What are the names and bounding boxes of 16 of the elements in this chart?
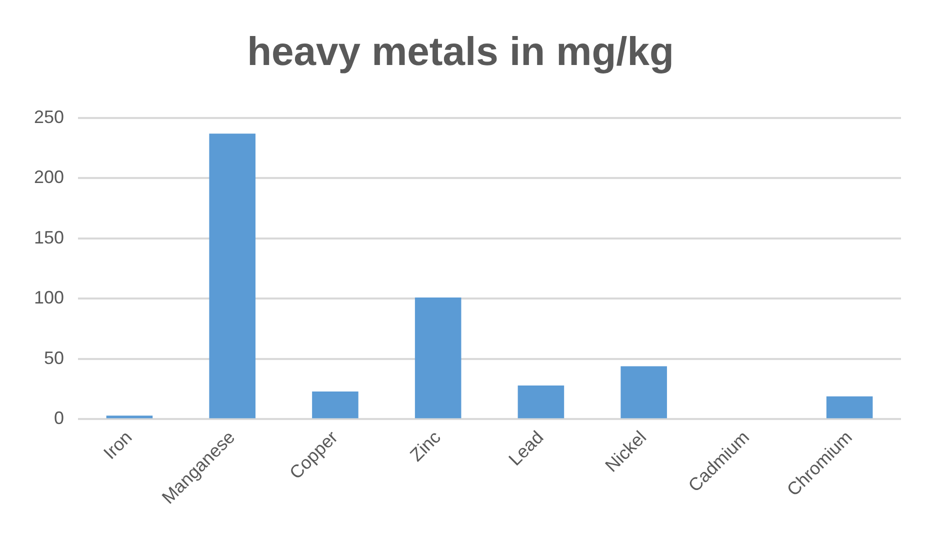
bar <box>106 416 153 418</box>
bar <box>209 134 256 418</box>
y-tick-label: 50 <box>44 348 64 368</box>
y-tick-label: 100 <box>34 288 64 308</box>
y-tick-label: 150 <box>34 227 64 248</box>
y-tick-label: 250 <box>34 106 64 127</box>
bar <box>518 385 564 418</box>
x-tick-label: Iron <box>100 427 136 464</box>
x-tick-label: Zinc <box>406 427 444 466</box>
chart-title: heavy metals in mg/kg <box>247 30 674 74</box>
bar <box>620 366 667 418</box>
bar <box>312 392 358 418</box>
y-tick-label: 200 <box>34 167 64 188</box>
bar <box>826 396 873 418</box>
bar <box>414 298 462 418</box>
y-tick-label: 0 <box>54 408 64 428</box>
